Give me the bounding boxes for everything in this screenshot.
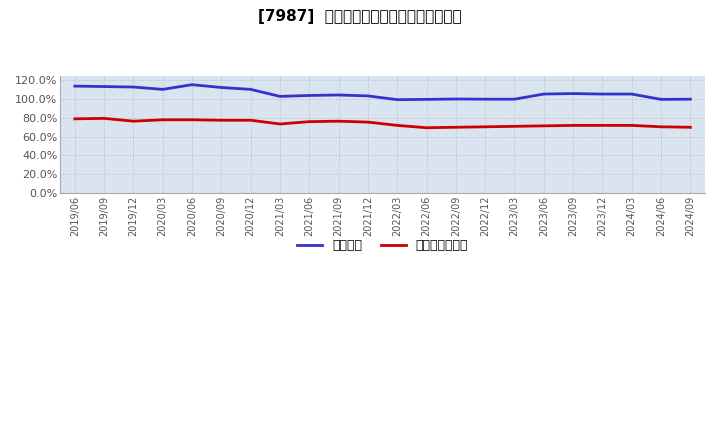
固定長期適合率 xyxy=(657,124,665,129)
固定長期適合率 xyxy=(188,117,197,122)
固定長期適合率 xyxy=(686,125,695,130)
固定長期適合率 xyxy=(451,125,460,130)
Line: 固定長期適合率: 固定長期適合率 xyxy=(75,118,690,128)
固定長期適合率 xyxy=(246,117,255,123)
固定長期適合率 xyxy=(598,123,607,128)
固定比率 xyxy=(569,91,577,96)
固定長期適合率 xyxy=(100,116,109,121)
固定比率 xyxy=(598,92,607,97)
固定長期適合率 xyxy=(364,120,372,125)
固定比率 xyxy=(364,93,372,99)
固定比率 xyxy=(686,96,695,102)
固定長期適合率 xyxy=(569,123,577,128)
固定長期適合率 xyxy=(481,124,490,129)
固定比率 xyxy=(100,84,109,89)
固定比率 xyxy=(393,97,402,103)
固定長期適合率 xyxy=(276,121,284,127)
固定比率 xyxy=(246,87,255,92)
固定比率 xyxy=(627,92,636,97)
固定長期適合率 xyxy=(539,123,548,128)
Legend: 固定比率, 固定長期適合率: 固定比率, 固定長期適合率 xyxy=(292,234,473,257)
固定比率 xyxy=(276,94,284,99)
固定長期適合率 xyxy=(393,123,402,128)
固定比率 xyxy=(481,96,490,102)
固定比率 xyxy=(305,93,314,98)
固定比率 xyxy=(422,97,431,102)
固定比率 xyxy=(188,82,197,87)
固定長期適合率 xyxy=(305,119,314,124)
固定比率 xyxy=(158,87,167,92)
固定比率 xyxy=(217,85,225,90)
固定長期適合率 xyxy=(71,116,79,121)
固定比率 xyxy=(539,92,548,97)
固定比率 xyxy=(510,96,519,102)
固定比率 xyxy=(451,96,460,102)
固定長期適合率 xyxy=(334,118,343,124)
固定長期適合率 xyxy=(627,123,636,128)
固定長期適合率 xyxy=(158,117,167,122)
固定比率 xyxy=(129,84,138,90)
固定長期適合率 xyxy=(129,118,138,124)
固定長期適合率 xyxy=(422,125,431,130)
固定比率 xyxy=(334,92,343,98)
Line: 固定比率: 固定比率 xyxy=(75,84,690,100)
固定長期適合率 xyxy=(217,117,225,123)
固定比率 xyxy=(71,84,79,89)
固定長期適合率 xyxy=(510,124,519,129)
Text: [7987]  固定比率、固定長期適合率の推移: [7987] 固定比率、固定長期適合率の推移 xyxy=(258,9,462,24)
固定比率 xyxy=(657,97,665,102)
